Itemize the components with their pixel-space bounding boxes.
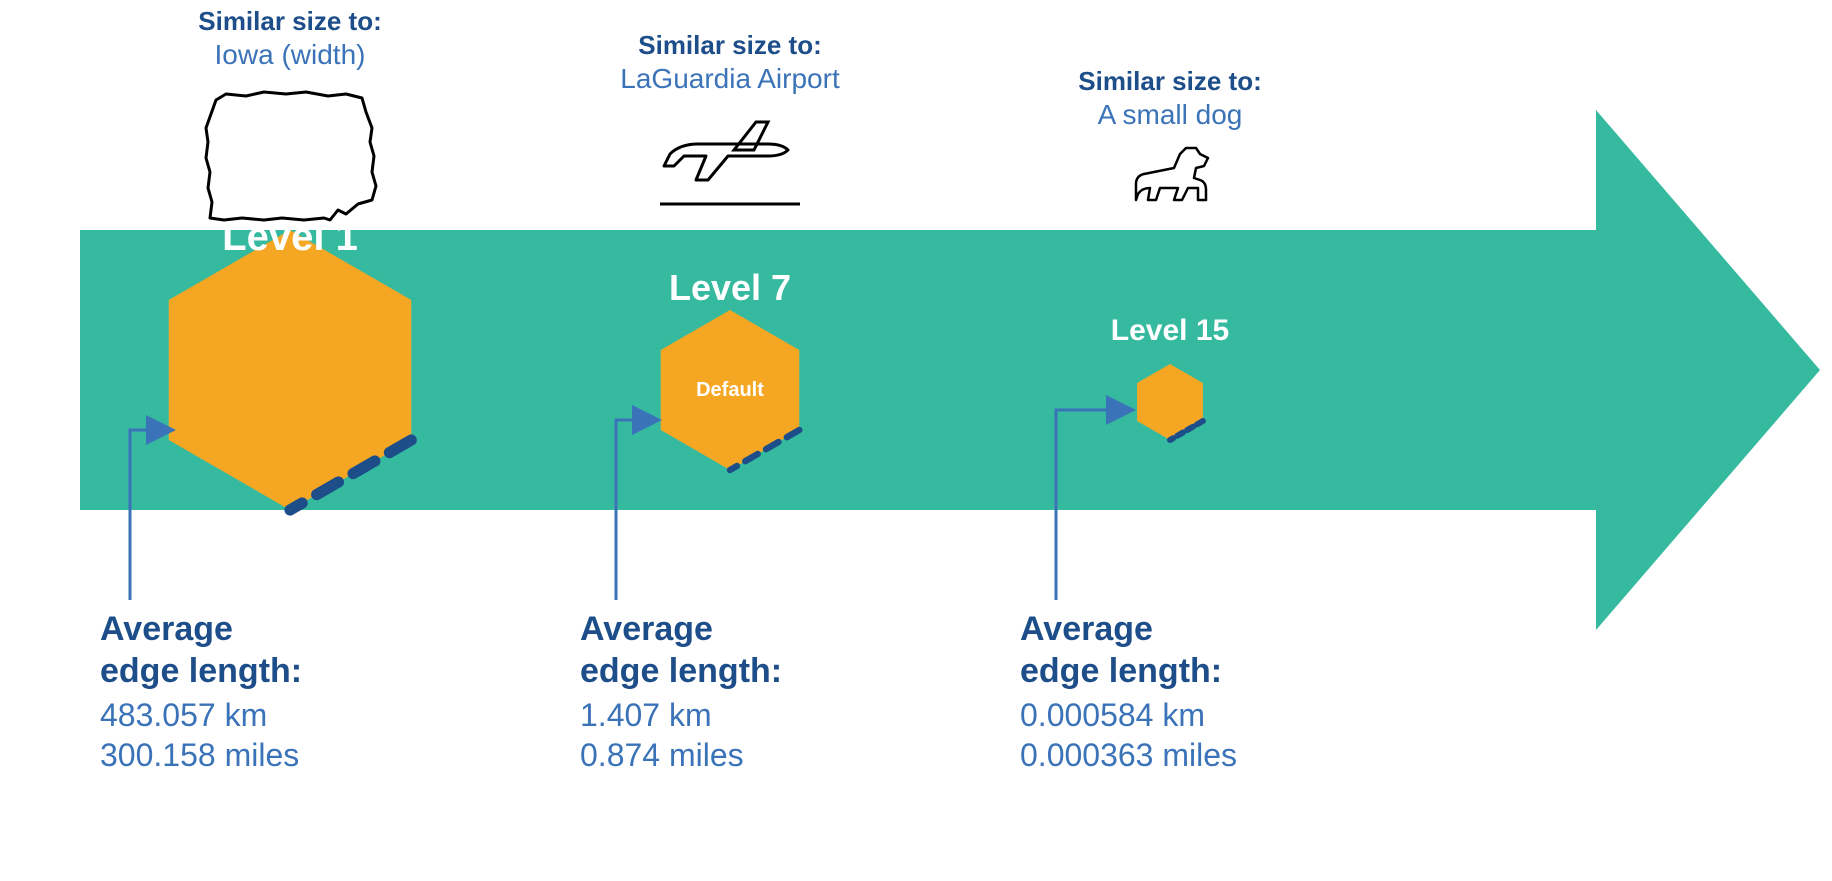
edge-length-km: 0.000584 km [1020,697,1205,733]
edge-length-miles: 0.874 miles [580,737,744,773]
similar-size-label: Similar size to: [638,30,822,60]
edge-length-label2: edge length: [580,652,782,690]
edge-length-km: 483.057 km [100,697,267,733]
edge-length-label2: edge length: [1020,652,1222,690]
similar-size-label: Similar size to: [198,6,382,36]
edge-length-miles: 0.000363 miles [1020,737,1237,773]
plane-icon [660,122,800,204]
diagram-stage: Similar size to:Iowa (width)Level 1Avera… [0,0,1832,881]
iowa-icon [206,92,376,220]
edge-length-label: Average [100,610,233,648]
edge-length-label: Average [580,610,713,648]
edge-length-label2: edge length: [100,652,302,690]
edge-length-label: Average [1020,610,1153,648]
level-title: Level 1 [222,215,358,259]
similar-size-value: Iowa (width) [215,39,366,70]
level-title: Level 7 [669,267,791,308]
edge-length-km: 1.407 km [580,697,712,733]
default-badge: Default [696,379,764,401]
edge-length-miles: 300.158 miles [100,737,299,773]
similar-size-value: LaGuardia Airport [620,63,840,94]
level-title: Level 15 [1111,314,1229,347]
dog-icon [1136,148,1208,200]
similar-size-value: A small dog [1098,99,1243,130]
similar-size-label: Similar size to: [1078,66,1262,96]
